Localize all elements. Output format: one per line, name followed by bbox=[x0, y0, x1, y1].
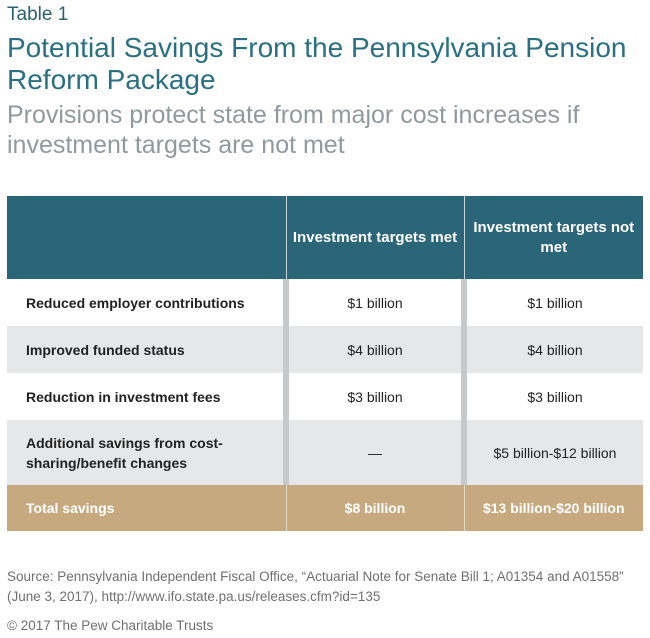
table-row: Improved funded status $4 billion $4 bil… bbox=[7, 326, 643, 373]
total-targets-met: $8 billion bbox=[285, 485, 464, 531]
row-label: Reduction in investment fees bbox=[26, 388, 221, 405]
total-row: Total savings $8 billion $13 billion-$20… bbox=[7, 485, 643, 531]
table-row: Reduced employer contributions $1 billio… bbox=[7, 279, 643, 326]
source-note: Source: Pennsylvania Independent Fiscal … bbox=[7, 569, 624, 604]
header-cell-blank bbox=[7, 196, 286, 279]
cell-targets-met: $4 billion bbox=[283, 326, 464, 373]
table-label: Table 1 bbox=[7, 4, 69, 25]
header-cell-targets-met: Investment targets met bbox=[285, 196, 464, 279]
cell-targets-not-met: $1 billion bbox=[461, 279, 643, 326]
total-targets-not-met: $13 billion-$20 billion bbox=[463, 485, 643, 531]
cell-targets-met: $1 billion bbox=[283, 279, 464, 326]
header-cell-targets-not-met: Investment targets not met bbox=[463, 196, 643, 279]
cell-targets-not-met: $5 billion-$12 billion bbox=[461, 420, 643, 485]
total-label: Total savings bbox=[26, 500, 115, 516]
savings-table: Investment targets met Investment target… bbox=[7, 196, 643, 531]
row-label: Improved funded status bbox=[26, 341, 185, 358]
copyright: © 2017 The Pew Charitable Trusts bbox=[7, 618, 214, 633]
table-row: Additional savings from cost-sharing/ben… bbox=[7, 420, 643, 485]
table-title: Potential Savings From the Pennsylvania … bbox=[7, 32, 627, 95]
table-row: Reduction in investment fees $3 billion … bbox=[7, 373, 643, 420]
row-label: Additional savings from cost-sharing/ben… bbox=[26, 434, 223, 471]
header-row: Investment targets met Investment target… bbox=[7, 196, 643, 279]
table-subtitle: Provisions protect state from major cost… bbox=[7, 101, 580, 159]
cell-targets-met: — bbox=[283, 420, 464, 485]
cell-targets-not-met: $3 billion bbox=[461, 373, 643, 420]
cell-targets-not-met: $4 billion bbox=[461, 326, 643, 373]
row-label: Reduced employer contributions bbox=[26, 294, 245, 311]
cell-targets-met: $3 billion bbox=[283, 373, 464, 420]
